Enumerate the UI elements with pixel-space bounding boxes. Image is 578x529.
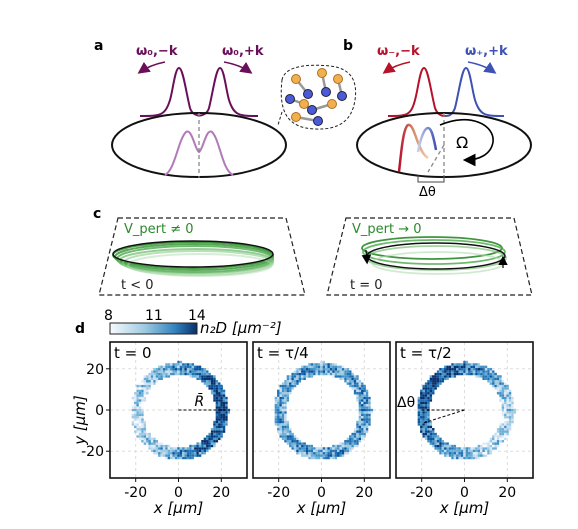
colorbar (109, 322, 198, 335)
mode-plus-label: ω₊,+k (465, 44, 508, 59)
y-axis-label: y [μm] (71, 395, 89, 446)
subplot-title: t = τ/2 (400, 344, 452, 362)
x-tick-label: -20 (124, 485, 147, 501)
panel-a: a ω₀,−k ω₀,+k (94, 38, 357, 178)
molecule-atoms (285, 68, 347, 126)
panel-a-label: a (94, 38, 103, 54)
x-tick-label: 0 (460, 485, 469, 501)
right-arrow (223, 61, 253, 74)
x-axis-label: x [μm] (296, 499, 347, 517)
right-arrow-blue (467, 61, 497, 74)
x-tick-label: 0 (317, 485, 326, 501)
subplot-title: t = 0 (114, 344, 152, 362)
y-tick-label: 20 (86, 362, 104, 378)
right-arrow-down (361, 249, 372, 265)
mode-minus-label: ω₋,−k (377, 44, 420, 59)
colorbar-tick-11: 11 (145, 308, 163, 324)
x-tick-label: -20 (410, 485, 433, 501)
x-tick-label: 0 (174, 485, 183, 501)
y-tick-label: 0 (95, 403, 104, 419)
dtheta-label-d: Δθ (397, 395, 415, 411)
omega-label: Ω (456, 133, 468, 152)
dtheta-label-b: Δθ (419, 185, 436, 200)
subplot-title: t = τ/4 (257, 344, 309, 362)
panel-d: d 8 11 14 n₂D [μm⁻²] t = 0 R̄ -20 0 20 x [μm]… (71, 308, 534, 517)
dtheta-bracket (417, 175, 445, 183)
y-tick-label: -20 (81, 444, 104, 460)
mode-right-label: ω₀,+k (222, 44, 264, 59)
x-tick-label: -20 (267, 485, 290, 501)
panel-c: c V_pert ≠ 0 t < 0 V_pert → 0 t = 0 (93, 206, 533, 296)
left-arrow-red (382, 61, 411, 74)
rotation-arrow (439, 119, 494, 167)
density-ring (274, 360, 374, 460)
rotated-dashed-line (427, 144, 445, 173)
panel-c-label: c (93, 206, 101, 222)
left-rings (112, 240, 274, 277)
left-vpert-label: V_pert ≠ 0 (124, 222, 194, 237)
wavefunction-top (139, 66, 259, 117)
left-time-label: t < 0 (121, 278, 154, 293)
x-tick-label: 20 (355, 485, 373, 501)
inset-pointer (277, 111, 283, 126)
colorbar-tick-8: 8 (104, 308, 113, 324)
density-ring (417, 360, 517, 460)
panel-d-label: d (75, 321, 85, 337)
x-tick-label: 20 (212, 485, 230, 501)
wavefunction-inner (164, 130, 234, 176)
inner-blue-peak (416, 126, 438, 153)
mode-left-label: ω₀,−k (136, 44, 178, 59)
panel-b-label: b (343, 38, 353, 54)
left-arrow (137, 61, 166, 74)
wavefunction-blue (444, 66, 505, 117)
colorbar-label: n₂D [μm⁻²] (200, 319, 282, 337)
panel-b: b ω₋,−k ω₊,+k Δθ Ω (343, 38, 532, 200)
rotated-line (423, 409, 465, 424)
right-rings (361, 236, 507, 275)
x-axis-label: x [μm] (153, 499, 204, 517)
inner-red-peak (397, 123, 429, 173)
radius-label: R̄ (195, 392, 205, 410)
x-tick-label: 20 (498, 485, 516, 501)
right-plane (326, 217, 533, 296)
right-time-label: t = 0 (350, 278, 383, 293)
molecule-inset-border (280, 64, 357, 130)
left-plane (98, 217, 306, 296)
x-axis-label: x [μm] (439, 499, 490, 517)
colorbar-tick-14: 14 (188, 308, 206, 324)
density-subplots: t = 0 R̄ -20 0 20 x [μm] 20 0 -20 t = τ/4 -20 0 20 x … (81, 341, 534, 517)
right-vpert-label: V_pert → 0 (352, 222, 422, 237)
wavefunction-red (387, 66, 446, 117)
